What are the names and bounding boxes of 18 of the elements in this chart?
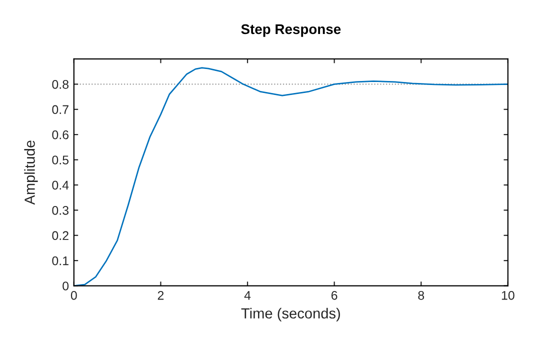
y-tick-label: 0.4 <box>52 180 69 190</box>
x-tick-label: 2 <box>158 290 164 300</box>
y-tick-label: 0.3 <box>52 206 69 215</box>
y-tick-label: 0.8 <box>52 80 69 89</box>
x-tick-label: 0 <box>70 290 77 300</box>
y-tick-label: 0.7 <box>52 105 68 114</box>
x-tick-label: 8 <box>418 290 424 300</box>
y-axis-title: Amplitude <box>24 140 38 205</box>
y-tick-label: 0.2 <box>52 231 68 240</box>
x-tick-label: 6 <box>331 290 338 300</box>
y-tick-label: 0 <box>62 282 69 290</box>
x-axis-title: Time (seconds) <box>241 308 340 322</box>
chart-title: Step Response <box>241 24 341 37</box>
x-tick-label: 10 <box>502 290 514 300</box>
x-tick-label: 4 <box>244 291 251 300</box>
y-tick-label: 0.5 <box>52 156 69 164</box>
y-tick-label: 0.6 <box>52 130 69 140</box>
y-tick-label: 0.1 <box>52 256 68 266</box>
